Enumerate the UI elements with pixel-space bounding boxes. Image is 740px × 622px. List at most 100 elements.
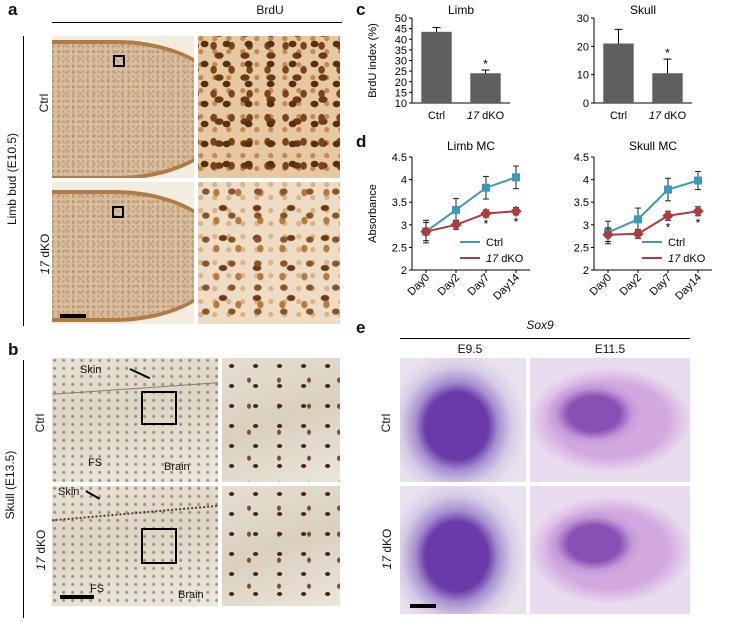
significance-star: * (484, 217, 489, 231)
sox9-dko-e95-image (400, 486, 526, 614)
data-point (602, 229, 614, 241)
data-point (510, 205, 522, 217)
panel-e-letter: e (356, 318, 366, 337)
panel-e-row2-label: 17 dKO (380, 528, 394, 570)
x-tick-label: 17 dKO (467, 110, 505, 122)
data-point (694, 176, 702, 185)
skull-dko-inset-box (141, 528, 177, 564)
y-tick-label: 10 (577, 70, 589, 82)
x-tick-label: Day14 (673, 272, 704, 303)
data-point (512, 173, 520, 182)
x-tick-label: Day7 (465, 272, 492, 299)
legend-label: Ctrl (486, 237, 503, 249)
y-tick-label: 40 (395, 34, 407, 46)
sox9-ctrl-e115-image (530, 358, 690, 482)
panel-b-row1-label: Ctrl (33, 413, 47, 433)
x-tick-label: Day0 (587, 272, 614, 299)
y-tick-label: 35 (395, 45, 407, 57)
series-line (607, 210, 699, 236)
y-tick-label: 45 (395, 24, 407, 36)
y-tick-label: 3 (401, 220, 407, 232)
y-tick-label: 2 (401, 265, 407, 277)
skull-ctrl-zoom (222, 358, 340, 482)
y-tick-label: 3.5 (574, 197, 589, 209)
x-tick-label: 17 dKO (649, 110, 687, 122)
y-tick-label: 30 (395, 56, 407, 68)
skull-dko-brain-label: Brain (178, 589, 204, 601)
skull-ctrl-inset-box (141, 391, 177, 425)
y-tick-label: 25 (395, 66, 407, 78)
panel-c-letter: c (356, 0, 366, 19)
panel-a-header: BrdU (256, 3, 284, 17)
limb-ctrl-inset-box (113, 55, 125, 67)
significance-star: * (665, 46, 670, 60)
panel-a-side-line (23, 36, 24, 326)
significance-star: * (696, 216, 701, 230)
data-point (482, 183, 490, 192)
y-tick-label: 20 (577, 41, 589, 53)
y-tick-label: 3 (583, 220, 589, 232)
scale-bar-a (60, 314, 86, 318)
data-point (480, 207, 492, 220)
chart-title: Skull (630, 3, 656, 17)
skull-ctrl-skin-label: Skin (80, 364, 102, 376)
chart-title: Skull MC (629, 139, 677, 153)
bar (603, 43, 634, 103)
skull-ctrl-fs-label: FS (88, 457, 103, 469)
limb-ctrl-zoom (198, 36, 340, 178)
y-tick-label: 50 (395, 13, 407, 25)
panel-e-col1: E9.5 (457, 342, 483, 356)
limb-dko-zoom (198, 182, 340, 324)
panel-b-letter: b (8, 340, 19, 359)
panel-d-letter: d (356, 132, 367, 151)
y-tick-label: 4 (583, 175, 589, 187)
scale-bar-b (60, 595, 94, 599)
x-tick-label: Day2 (435, 272, 462, 299)
y-tick-label: 10 (395, 98, 407, 110)
y-axis-label: BrdU index (%) (367, 23, 379, 98)
x-tick-label: Day2 (617, 272, 644, 299)
panel-e-header-line (400, 338, 690, 339)
skull-dko-arrow (85, 490, 101, 500)
y-tick-label: 30 (577, 13, 589, 25)
scale-bar-e (410, 604, 436, 608)
panel-e-row1-label: Ctrl (379, 413, 393, 433)
panel-a-letter: a (8, 0, 18, 19)
y-tick-label: 2.5 (574, 242, 589, 254)
sox9-ctrl-e95-image (400, 358, 526, 482)
skull-dko-image: Skin FS Brain (52, 486, 218, 606)
chart-title: Limb (448, 3, 474, 17)
limb-dko-image (52, 182, 194, 324)
data-point (452, 205, 460, 214)
x-tick-label: Day0 (405, 272, 432, 299)
data-point (632, 228, 644, 240)
y-tick-label: 2 (583, 265, 589, 277)
data-point (420, 225, 432, 238)
panel-e-col2: E11.5 (594, 342, 626, 356)
legend-label: 17 dKO (486, 253, 524, 265)
significance-star: * (666, 220, 671, 234)
data-point (634, 215, 642, 224)
legend-label: Ctrl (668, 237, 685, 249)
y-tick-label: 4.5 (574, 152, 589, 164)
skull-ctrl-image: Skin FS Brain (52, 358, 218, 482)
significance-star: * (514, 215, 519, 229)
x-tick-label: Ctrl (428, 110, 445, 122)
sox9-dko-e115-image (530, 486, 690, 614)
y-tick-label: 4.5 (392, 152, 407, 164)
chart-title: Limb MC (447, 139, 495, 153)
series-line (607, 179, 699, 234)
panel-b-side-label: Skull (E13.5) (3, 450, 17, 520)
data-point (450, 219, 462, 231)
bar (470, 73, 501, 103)
y-tick-label: 0 (583, 98, 589, 110)
panel-e-gene: Sox9 (526, 318, 554, 332)
y-tick-label: 20 (395, 77, 407, 89)
bar (421, 31, 452, 103)
y-tick-label: 15 (395, 87, 407, 99)
limb-ctrl-image (52, 36, 194, 178)
x-tick-label: Day7 (647, 272, 674, 299)
legend-label: 17 dKO (668, 253, 706, 265)
limb-dko-inset-box (112, 206, 124, 218)
panel-b-row2-label: 17 dKO (34, 529, 48, 571)
